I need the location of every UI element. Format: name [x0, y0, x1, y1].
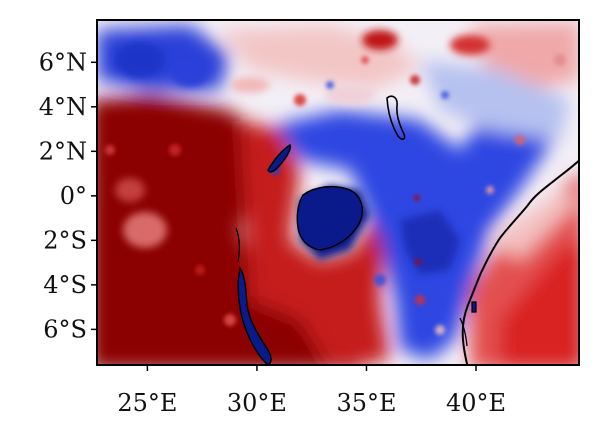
y-tick-label: 2°N [39, 137, 87, 165]
x-tick-label: 30°E [227, 389, 287, 417]
lake-turkana [386, 95, 406, 140]
lake-malawi-outline [459, 317, 468, 347]
lake-victoria [296, 185, 363, 251]
lake-albert [267, 143, 292, 173]
lake-natron-outline [471, 301, 477, 313]
y-tick-label: 2°S [43, 226, 87, 254]
y-tick-label: 6°S [43, 315, 87, 343]
latitude-axis: 6°N 4°N 2°N 0° 2°S 4°S 6°S [39, 48, 97, 343]
lake-tanganyika [237, 266, 272, 365]
x-tick-label: 25°E [117, 389, 177, 417]
x-tick-label: 35°E [336, 389, 396, 417]
longitude-axis: 25°E 30°E 35°E 40°E [117, 365, 506, 417]
coastline [461, 159, 579, 365]
x-tick-label: 40°E [446, 389, 506, 417]
anomaly-field [97, 20, 579, 365]
y-tick-label: 4°S [43, 271, 87, 299]
y-tick-label: 0° [60, 182, 87, 210]
y-tick-label: 6°N [39, 48, 87, 76]
y-tick-label: 4°N [39, 93, 87, 121]
kivu-shoreline [235, 227, 240, 263]
plot-frame [96, 19, 580, 366]
